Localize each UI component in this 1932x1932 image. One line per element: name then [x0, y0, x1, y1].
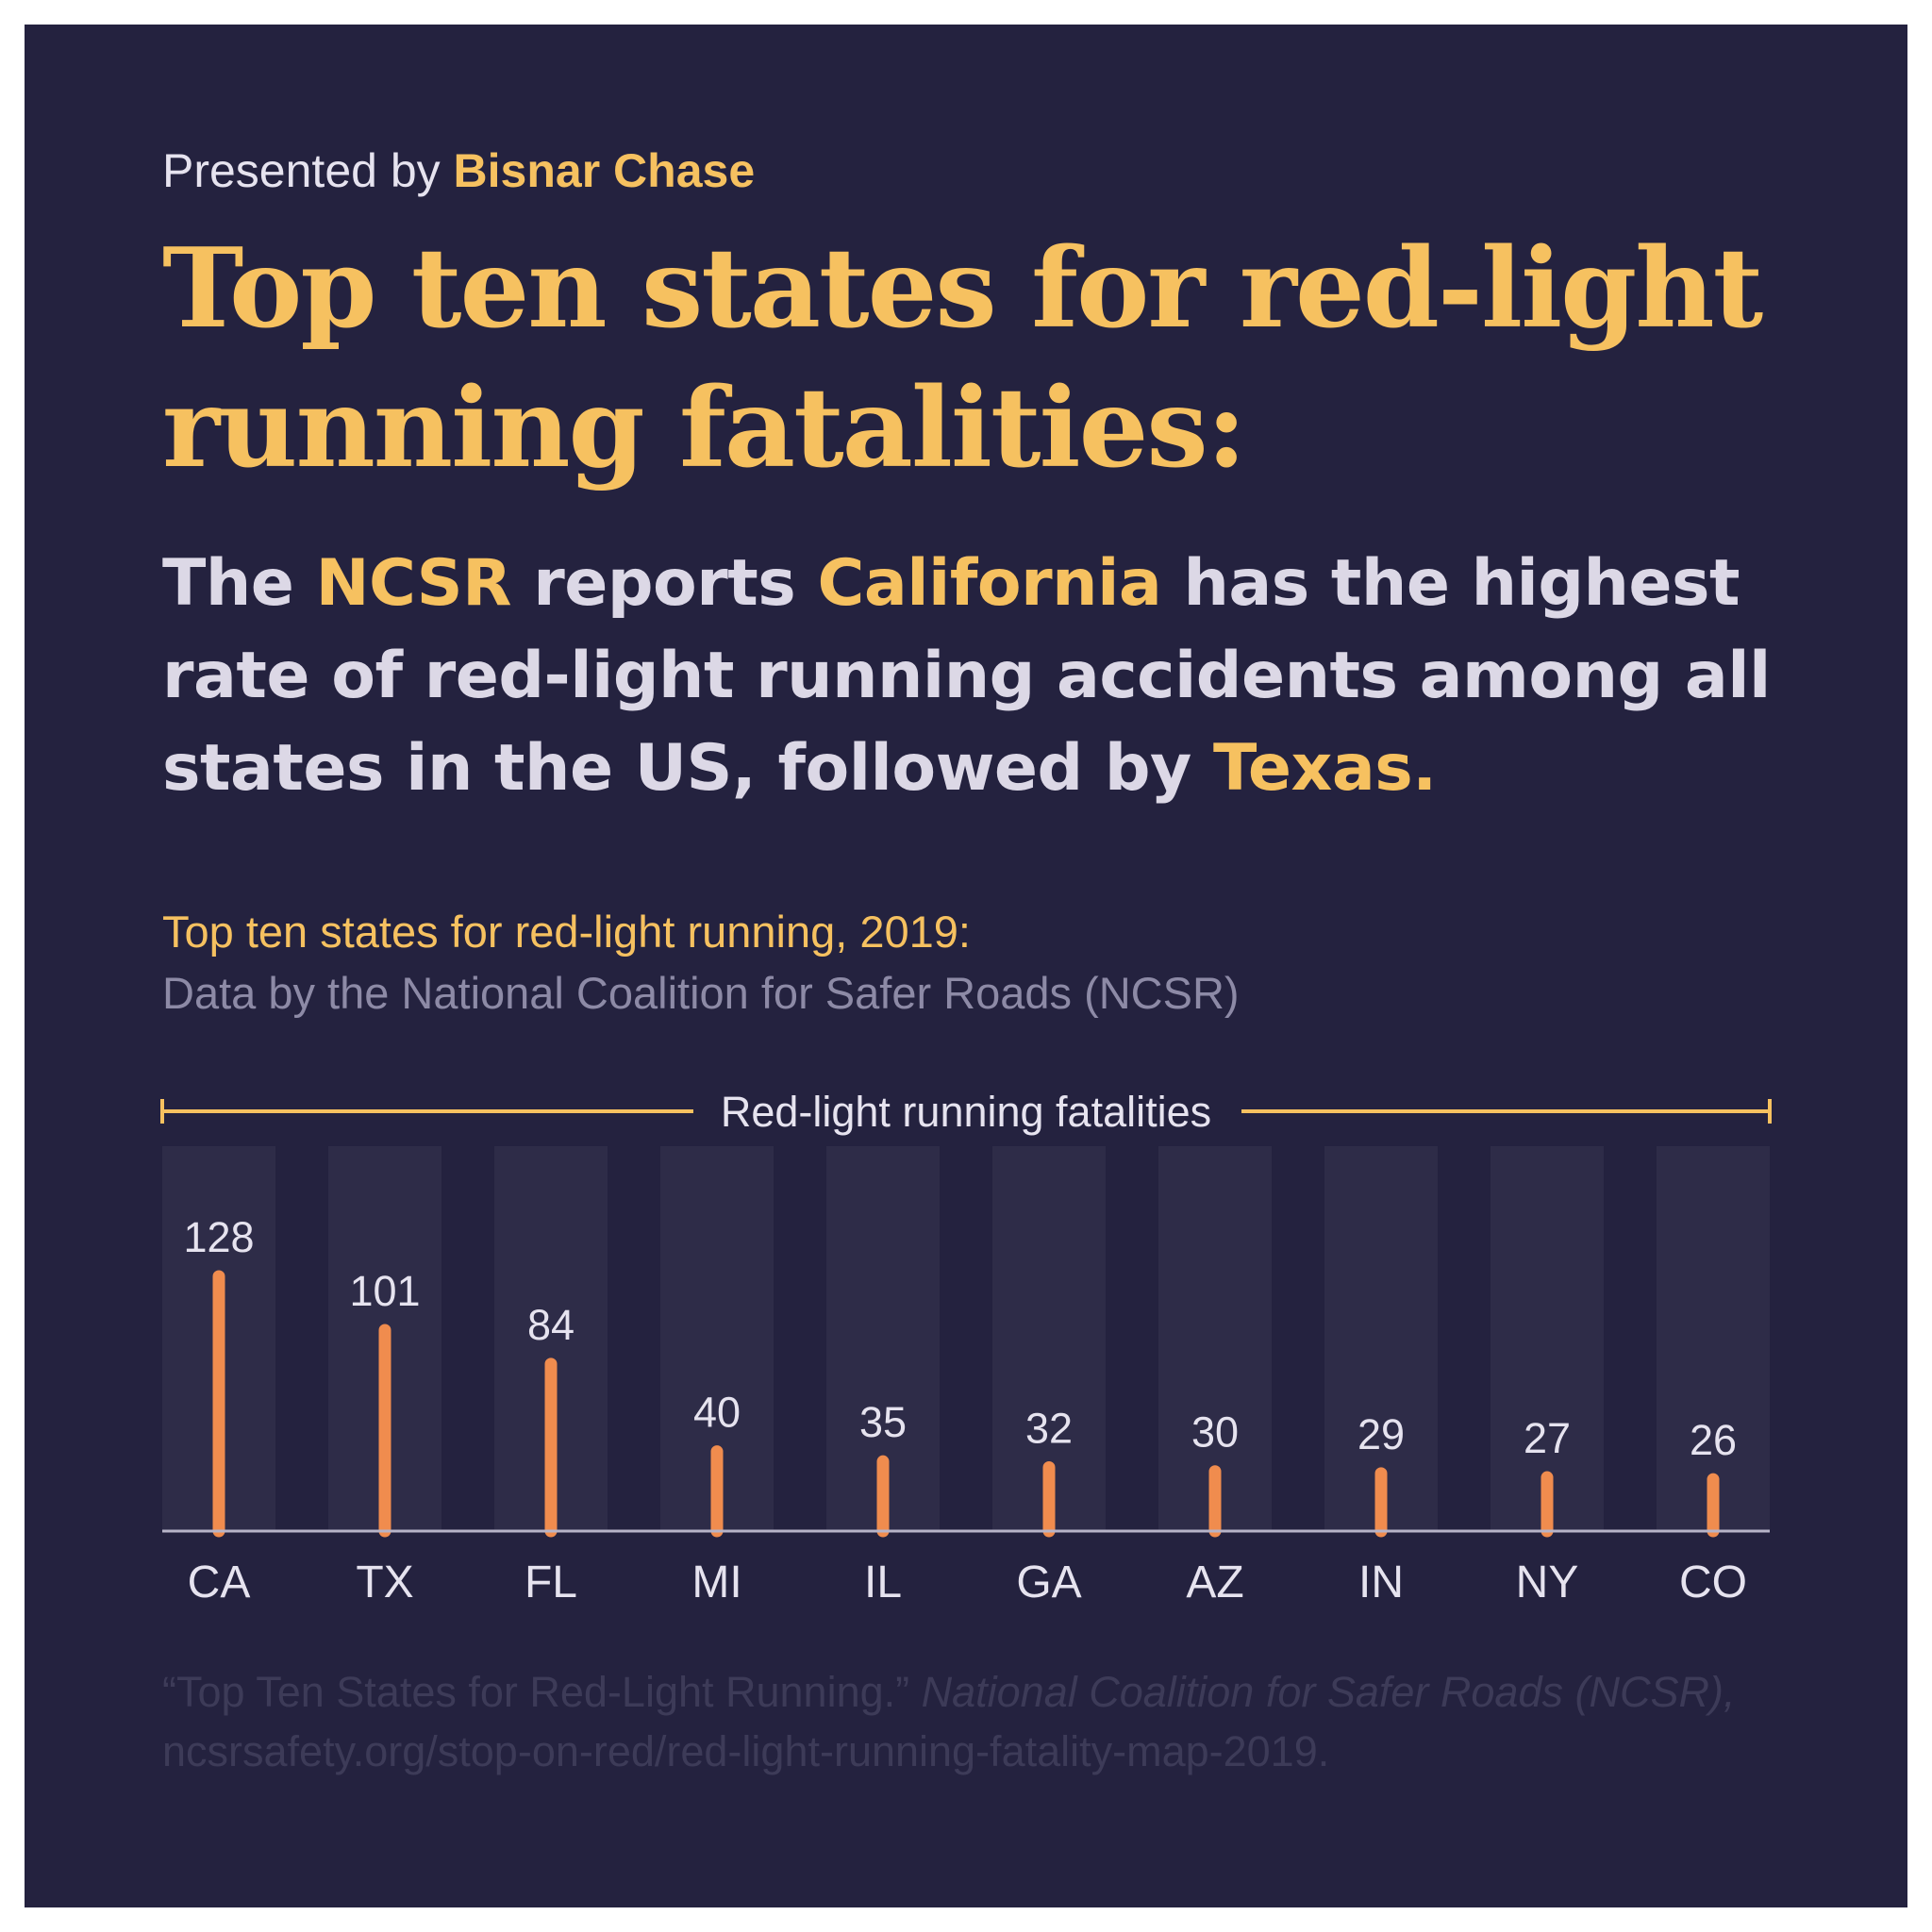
header-label: Red-light running fatalities: [721, 1088, 1211, 1136]
lead-text: reports: [511, 546, 818, 621]
category-label: GA: [1016, 1557, 1081, 1607]
citation-url: ncsrsafety.org/stop-on-red/red-light-run…: [162, 1727, 1330, 1775]
category-label: CO: [1679, 1557, 1747, 1607]
headline: Top ten states for red-light running fat…: [162, 225, 1763, 492]
presented-by: Presented by Bisnar Chase: [162, 143, 755, 198]
data-label: 101: [349, 1267, 420, 1315]
lead-paragraph: The NCSR reports California has the high…: [162, 538, 1823, 815]
data-label: 27: [1524, 1414, 1571, 1462]
data-label: 32: [1025, 1405, 1073, 1453]
data-label: 40: [693, 1389, 741, 1437]
citation-title: “Top Ten States for Red-Light Running.”: [162, 1668, 922, 1716]
category-label: IN: [1358, 1557, 1404, 1607]
lead-highlight-california: California: [817, 546, 1162, 621]
presented-prefix: Presented by: [162, 144, 441, 197]
citation-publisher: National Coalition for Safer Roads (NCSR…: [921, 1668, 1736, 1716]
category-label: MI: [691, 1557, 741, 1607]
lead-highlight-texas: Texas.: [1213, 731, 1437, 806]
lead-text: has the highest rate of red-light runnin…: [162, 546, 1771, 806]
chart-title: Top ten states for red-light running, 20…: [162, 907, 971, 957]
category-label: TX: [356, 1557, 413, 1607]
data-label: 29: [1357, 1410, 1405, 1458]
chart-subtitle: Data by the National Coalition for Safer…: [162, 968, 1240, 1018]
infographic-panel: [25, 25, 1907, 1907]
data-label: 84: [527, 1301, 575, 1349]
column-background: [1491, 1146, 1604, 1531]
data-label: 35: [859, 1398, 907, 1446]
category-label: NY: [1516, 1557, 1579, 1607]
category-label: FL: [525, 1557, 577, 1607]
data-label: 128: [183, 1213, 254, 1261]
source-citation: “Top Ten States for Red-Light Running.” …: [162, 1662, 1823, 1781]
data-label: 30: [1191, 1408, 1239, 1457]
data-label: 26: [1690, 1416, 1737, 1464]
category-label: IL: [864, 1557, 902, 1607]
category-label: CA: [188, 1557, 251, 1607]
category-label: AZ: [1186, 1557, 1243, 1607]
lead-highlight-ncsr: NCSR: [315, 546, 512, 621]
column-background: [1324, 1146, 1438, 1531]
column-background: [1657, 1146, 1770, 1531]
brand-name: Bisnar Chase: [453, 144, 756, 197]
lead-text: The: [162, 546, 316, 621]
